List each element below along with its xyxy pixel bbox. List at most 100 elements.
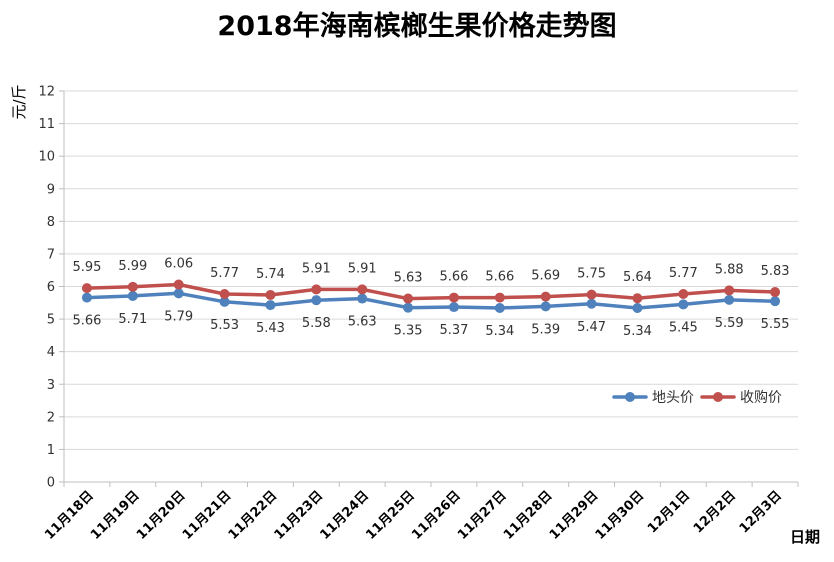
y-tick-label: 1 — [47, 443, 55, 458]
y-tick-label: 5 — [47, 313, 55, 328]
data-point — [448, 292, 459, 303]
data-point — [219, 288, 230, 299]
data-label: 5.47 — [577, 320, 606, 335]
x-tick-label: 12月1日 — [645, 488, 693, 536]
data-point — [127, 290, 138, 301]
data-label: 5.34 — [485, 324, 514, 339]
y-tick-label: 4 — [47, 345, 55, 360]
data-point — [540, 291, 551, 302]
data-label: 5.83 — [761, 264, 790, 279]
x-tick-label: 11月21日 — [180, 488, 235, 543]
data-point — [127, 281, 138, 292]
data-point — [265, 289, 276, 300]
x-tick-label: 12月2日 — [691, 488, 739, 536]
data-point — [540, 301, 551, 312]
data-point — [81, 283, 92, 294]
data-point — [586, 298, 597, 309]
y-tick-label: 7 — [47, 247, 55, 262]
data-label: 5.63 — [348, 315, 377, 330]
data-point — [724, 285, 735, 296]
data-label: 5.66 — [439, 270, 468, 285]
data-point — [494, 292, 505, 303]
data-label: 5.91 — [302, 261, 331, 276]
data-label: 5.58 — [302, 316, 331, 331]
data-point — [173, 288, 184, 299]
data-label: 5.88 — [715, 262, 744, 277]
legend-label: 收购价 — [740, 390, 782, 406]
y-tick-label: 3 — [47, 378, 55, 393]
data-label: 5.79 — [164, 309, 193, 324]
data-label: 5.45 — [669, 320, 698, 335]
series-group — [81, 279, 781, 314]
data-label: 5.39 — [531, 322, 560, 337]
data-point — [632, 303, 643, 314]
legend: 地头价 收购价 — [612, 390, 782, 406]
data-point — [311, 295, 322, 306]
data-label: 5.74 — [256, 267, 285, 282]
data-point — [219, 296, 230, 307]
y-axis-label: 元/斤 — [10, 84, 28, 119]
data-point — [586, 289, 597, 300]
data-label: 5.91 — [348, 261, 377, 276]
data-label: 5.37 — [439, 323, 468, 338]
data-label: 5.43 — [256, 321, 285, 336]
data-label: 5.59 — [715, 316, 744, 331]
data-point — [678, 288, 689, 299]
data-point — [265, 300, 276, 311]
data-point — [357, 284, 368, 295]
data-label: 5.63 — [394, 271, 423, 286]
legend-swatch-marker — [713, 392, 723, 402]
data-label: 5.71 — [118, 312, 147, 327]
data-labels: 5.66 5.71 5.79 5.53 5.43 5.58 5.63 5.35 5.37 5.34… — [72, 257, 789, 339]
data-label: 5.35 — [394, 324, 423, 339]
y-tick-label: 9 — [47, 182, 55, 197]
x-tick-label: 11月22日 — [226, 488, 281, 543]
chart-title: 2018年海南槟榔生果价格走势图 — [217, 10, 616, 42]
x-tick-label: 11月25日 — [363, 488, 418, 543]
data-point — [173, 279, 184, 290]
x-tick-label: 11月23日 — [272, 488, 327, 543]
data-label: 5.66 — [72, 314, 101, 329]
legend-label: 地头价 — [652, 390, 694, 406]
data-label: 5.66 — [485, 270, 514, 285]
data-point — [403, 293, 414, 304]
data-label: 5.34 — [623, 324, 652, 339]
series-line-0 — [85, 291, 777, 310]
x-tick-label: 11月27日 — [455, 488, 510, 543]
x-tick-label: 11月18日 — [42, 488, 97, 543]
data-label: 6.06 — [164, 257, 193, 272]
x-tick-label: 11月20日 — [134, 488, 189, 543]
x-axis-label: 日期 — [790, 528, 820, 546]
legend-swatch-marker — [625, 392, 635, 402]
data-point — [632, 293, 643, 304]
x-tick-label: 11月26日 — [409, 488, 464, 543]
data-label: 5.77 — [669, 266, 698, 281]
data-label: 5.55 — [761, 317, 790, 332]
data-label: 5.64 — [623, 270, 652, 285]
x-tick-label: 11月29日 — [547, 488, 602, 543]
x-tick-label: 11月24日 — [317, 488, 372, 543]
data-point — [448, 302, 459, 313]
series-line-1 — [85, 282, 777, 301]
data-label: 5.69 — [531, 269, 560, 284]
data-label: 5.95 — [72, 260, 101, 275]
x-tick-label: 11月30日 — [593, 488, 648, 543]
data-point — [81, 292, 92, 303]
data-point — [494, 303, 505, 314]
axes — [59, 90, 799, 487]
y-tick-label: 8 — [47, 215, 55, 230]
data-point — [311, 284, 322, 295]
data-label: 5.77 — [210, 266, 239, 281]
y-tick-label: 0 — [47, 476, 55, 491]
y-tick-label: 11 — [38, 117, 55, 132]
data-label: 5.53 — [210, 318, 239, 333]
x-tick-label: 11月19日 — [88, 488, 143, 543]
x-tick-label: 12月3日 — [737, 488, 785, 536]
data-point — [770, 296, 781, 307]
data-point — [724, 294, 735, 305]
x-tick-label: 11月28日 — [501, 488, 556, 543]
y-tick-label: 12 — [38, 85, 55, 100]
data-point — [770, 287, 781, 298]
